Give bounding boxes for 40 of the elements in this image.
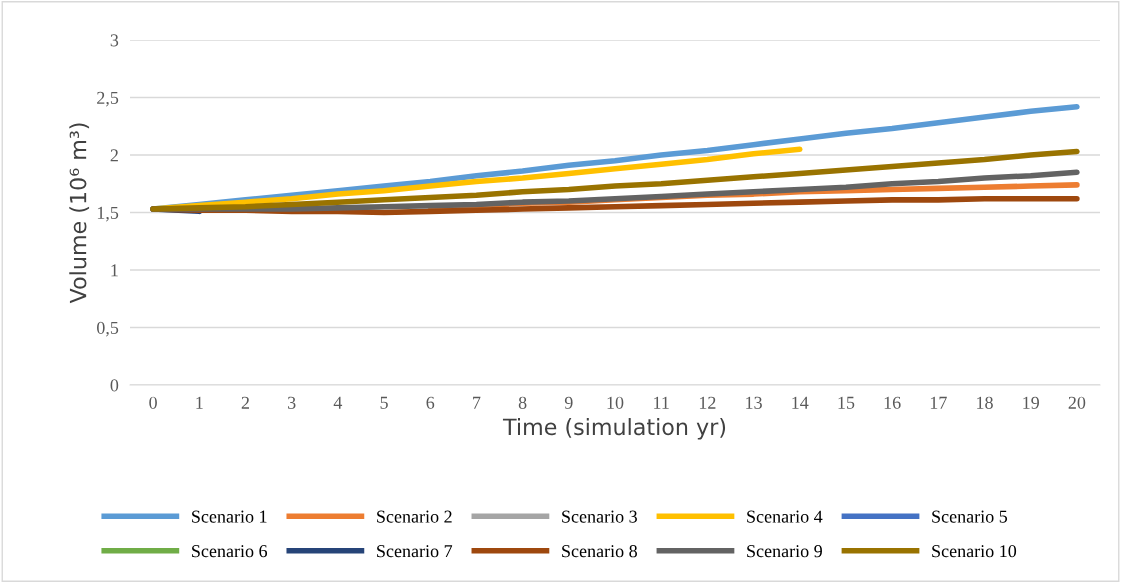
x-tick-label: 0 xyxy=(149,396,157,409)
x-tick-label: 18 xyxy=(977,396,993,409)
legend-label: Scenario 7 xyxy=(377,545,453,558)
x-tick-label: 2 xyxy=(241,396,249,409)
x-axis-title: Time (simulation yr) xyxy=(502,418,726,440)
x-tick-label: 20 xyxy=(1068,396,1086,409)
x-tick-label: 6 xyxy=(426,396,435,409)
x-tick-label: 16 xyxy=(884,396,901,409)
legend-label: Scenario 8 xyxy=(562,545,637,558)
x-tick-label: 9 xyxy=(564,396,573,409)
x-tick-label: 7 xyxy=(473,396,481,409)
legend-label: Scenario 2 xyxy=(377,510,452,523)
x-tick-label: 13 xyxy=(746,396,762,409)
legend-label: Scenario 3 xyxy=(562,510,637,523)
x-tick-label: 12 xyxy=(699,396,716,409)
x-tick-label: 10 xyxy=(607,396,624,409)
legend-label: Scenario 4 xyxy=(747,510,823,523)
legend-label: Scenario 10 xyxy=(932,545,1017,558)
x-tick-label: 3 xyxy=(288,396,296,409)
x-tick-label: 14 xyxy=(792,396,809,409)
y-tick-label: 1,5 xyxy=(97,206,119,222)
y-tick-label: 1 xyxy=(111,264,118,277)
y-tick-label: 0 xyxy=(110,379,119,392)
x-tick-label: 11 xyxy=(654,396,669,409)
x-tick-label: 19 xyxy=(1023,396,1039,409)
x-tick-label: 8 xyxy=(518,396,527,409)
x-tick-label: 17 xyxy=(930,396,947,409)
y-tick-label: 3 xyxy=(110,34,119,47)
x-tick-label: 15 xyxy=(838,396,855,409)
legend-label: Scenario 9 xyxy=(747,545,822,558)
x-tick-label: 1 xyxy=(196,396,203,409)
x-tick-label: 5 xyxy=(380,396,388,409)
y-tick-label: 2 xyxy=(110,149,118,162)
legend-label: Scenario 1 xyxy=(192,510,267,523)
x-tick-label: 4 xyxy=(333,396,343,409)
y-tick-label: 2,5 xyxy=(97,91,119,107)
legend-label: Scenario 6 xyxy=(192,545,268,558)
y-tick-label: 0,5 xyxy=(97,321,119,337)
legend-label: Scenario 5 xyxy=(932,510,1008,523)
y-axis-title: Volume (10⁶ m³) xyxy=(69,123,90,304)
